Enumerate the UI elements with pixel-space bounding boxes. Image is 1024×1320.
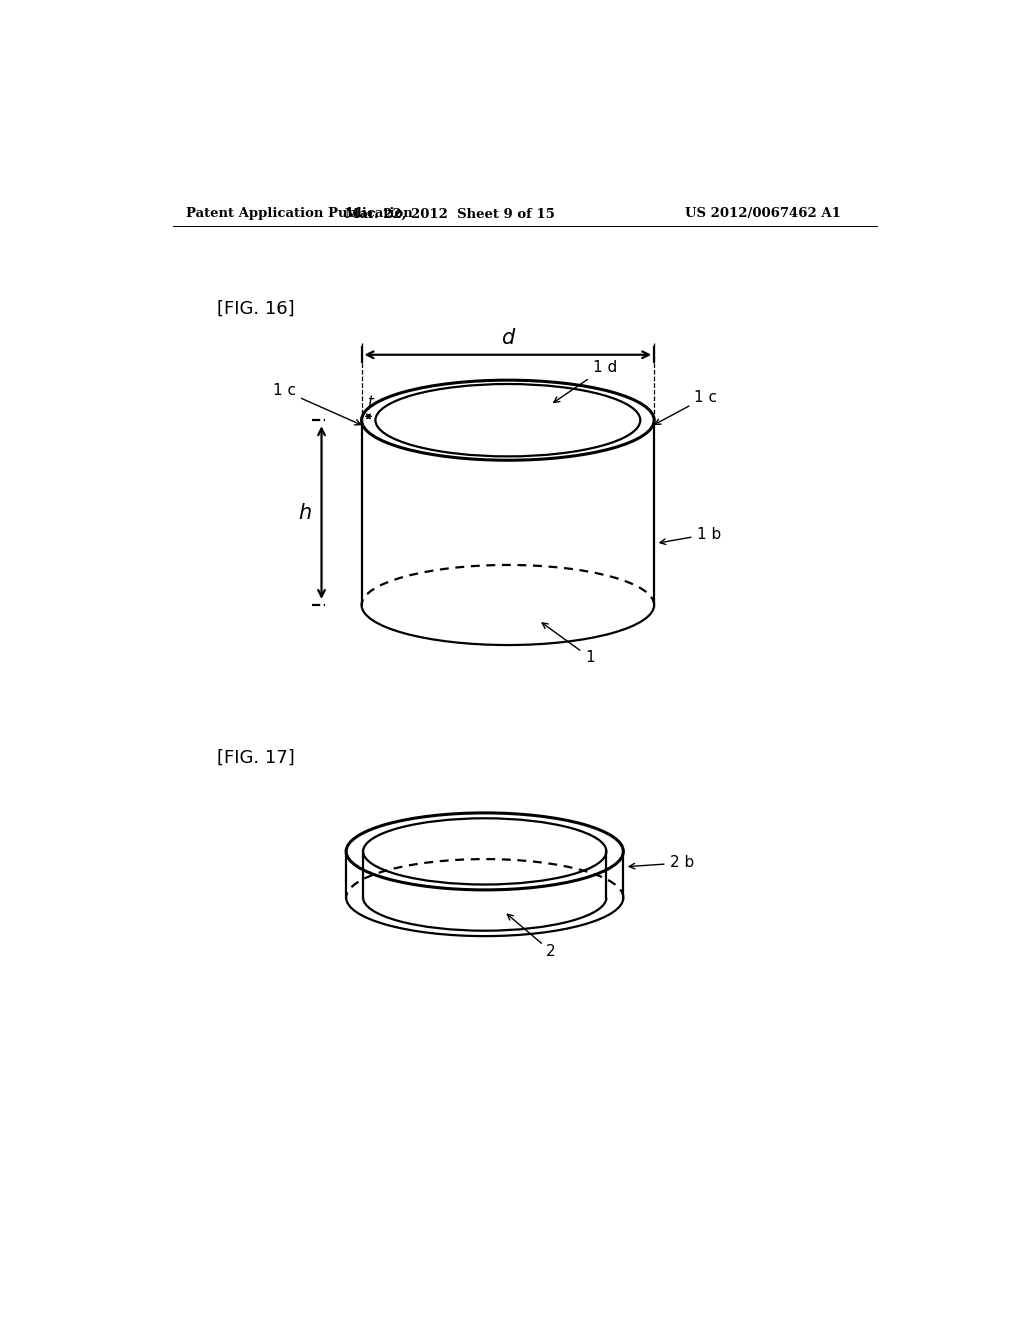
Text: 2: 2 (507, 915, 556, 960)
Text: Mar. 22, 2012  Sheet 9 of 15: Mar. 22, 2012 Sheet 9 of 15 (345, 207, 555, 220)
Text: [FIG. 16]: [FIG. 16] (217, 300, 295, 318)
Text: 1 c: 1 c (273, 383, 360, 425)
Text: h: h (298, 503, 311, 523)
Text: 1 d: 1 d (554, 360, 616, 403)
Text: US 2012/0067462 A1: US 2012/0067462 A1 (685, 207, 841, 220)
Text: 1: 1 (542, 623, 595, 665)
Text: Patent Application Publication: Patent Application Publication (186, 207, 413, 220)
Text: t: t (367, 395, 373, 411)
Text: [FIG. 17]: [FIG. 17] (217, 748, 295, 767)
Text: d: d (501, 327, 514, 347)
Text: 2 b: 2 b (629, 855, 694, 870)
Text: 1 c: 1 c (655, 389, 717, 424)
Text: 1 b: 1 b (659, 527, 721, 544)
